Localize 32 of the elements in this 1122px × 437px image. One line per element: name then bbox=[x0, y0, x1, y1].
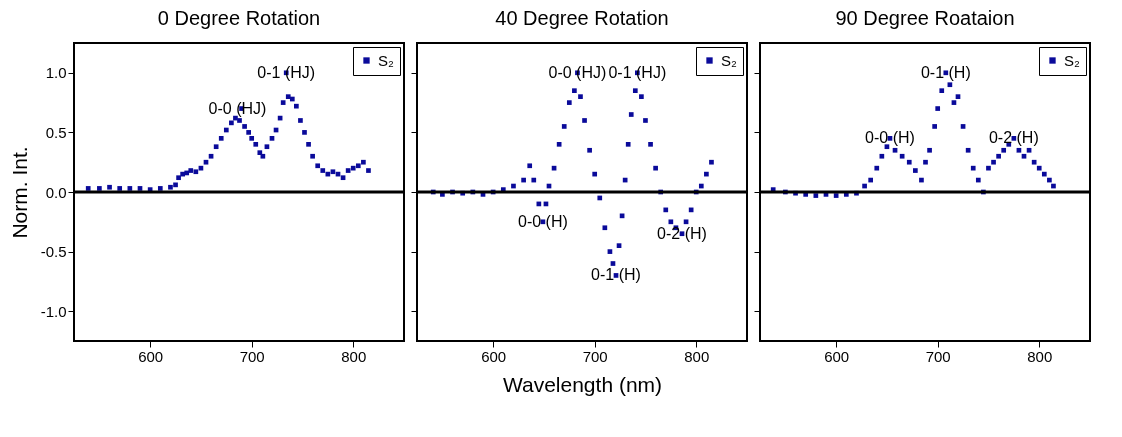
y-tick-label: 0.5 bbox=[45, 123, 67, 141]
annotation: 0-1 (HJ) bbox=[257, 63, 316, 81]
annotation: 0-1 (H) bbox=[591, 266, 641, 284]
y-axis-title: Norm. Int. bbox=[7, 146, 31, 239]
annotation: 0-1 (HJ) bbox=[608, 63, 667, 81]
chart-title: 40 Degree Rotation bbox=[495, 7, 669, 29]
x-tick-label: 800 bbox=[341, 347, 367, 365]
x-tick-label: 700 bbox=[925, 347, 951, 365]
x-tick-label: 700 bbox=[582, 347, 608, 365]
annotation: 0-0 (HJ) bbox=[208, 99, 267, 117]
chart-title: 0 Degree Rotation bbox=[157, 7, 321, 29]
annotation: 0-1 (H) bbox=[920, 63, 971, 81]
annotation: 0-0 (HJ) bbox=[548, 63, 607, 81]
annotation: 0-2 (H) bbox=[657, 224, 707, 242]
x-axis-title: Wavelength (nm) bbox=[502, 372, 663, 396]
y-tick-label: 0.0 bbox=[45, 183, 67, 201]
annotation: 0-2 (H) bbox=[988, 129, 1039, 147]
x-tick-label: 600 bbox=[138, 347, 164, 365]
y-tick-label: -0.5 bbox=[40, 243, 67, 261]
y-tick-label: 1.0 bbox=[45, 64, 67, 82]
legend-label: S₂ bbox=[378, 51, 394, 69]
x-tick-label: 800 bbox=[1027, 347, 1053, 365]
x-tick-label: 800 bbox=[684, 347, 710, 365]
chart-title: 90 Degree Roataion bbox=[835, 7, 1015, 29]
annotation: 0-0 (H) bbox=[865, 129, 915, 147]
x-tick-label: 700 bbox=[239, 347, 265, 365]
x-tick-label: 600 bbox=[481, 347, 507, 365]
legend-label: S₂ bbox=[1064, 51, 1080, 69]
x-tick-label: 600 bbox=[824, 347, 850, 365]
annotation: 0-0 (H) bbox=[518, 212, 568, 230]
y-tick-label: -1.0 bbox=[40, 302, 67, 320]
legend-label: S₂ bbox=[721, 51, 737, 69]
